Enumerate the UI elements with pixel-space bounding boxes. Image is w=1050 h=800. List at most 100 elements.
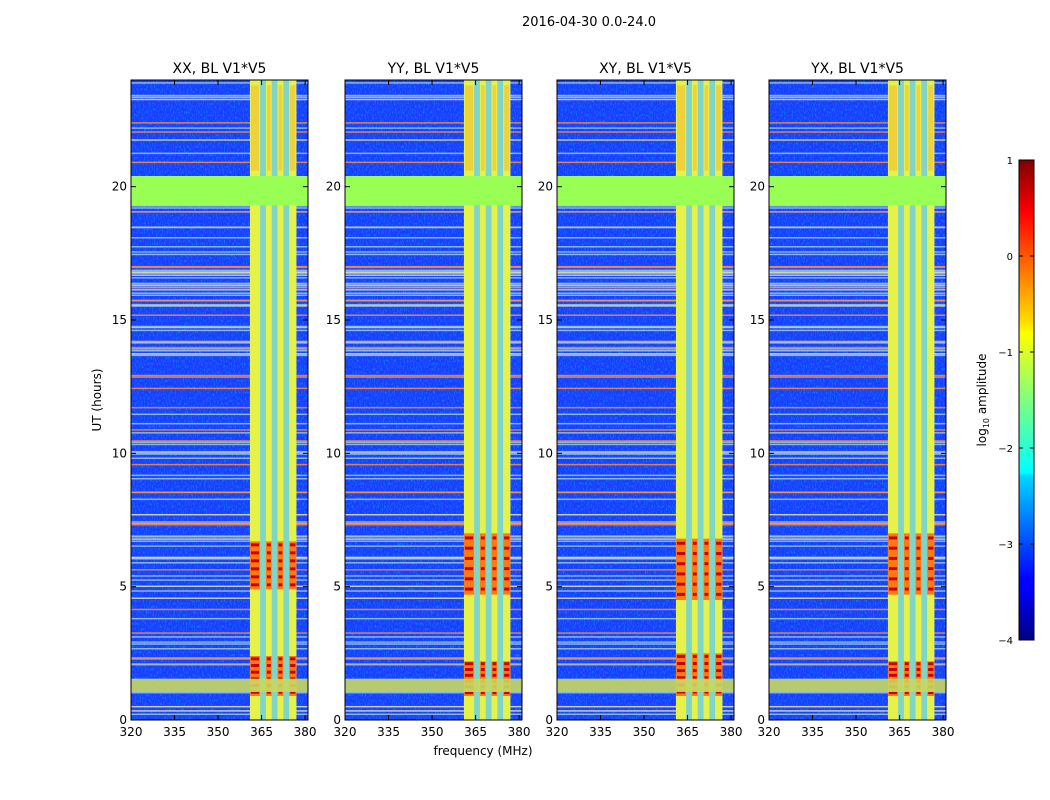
rfi-stripe — [769, 349, 946, 352]
rfi-stripe — [769, 451, 946, 454]
bright-spot — [480, 546, 485, 550]
rfi-stripe — [769, 429, 946, 431]
rfi-stripe — [769, 346, 946, 349]
bright-spot — [692, 592, 697, 596]
rfi-stripe — [345, 274, 522, 276]
rfi-stripe — [131, 286, 308, 288]
rfi-stripe — [557, 663, 734, 665]
rfi-stripe — [769, 374, 946, 377]
panel-title: YX, BL V1*V5 — [810, 61, 904, 77]
rfi-stripe — [131, 422, 308, 425]
bright-spot — [916, 691, 921, 695]
rfi-stripe — [769, 569, 946, 571]
panel-1: YY, BL V1*V5 320 335 350 365 380 0 5 10 15 20 — [326, 61, 531, 739]
bright-spot — [492, 691, 497, 695]
rfi-stripe — [131, 282, 308, 285]
rfi-stripe — [345, 265, 522, 268]
bright-spot — [704, 541, 709, 545]
rfi-stripe — [345, 643, 522, 645]
rfi-stripe — [345, 271, 522, 273]
bright-spot — [464, 556, 474, 560]
bright-spot — [704, 662, 709, 665]
rfi-stripe — [345, 325, 522, 328]
rfi-stripe — [557, 562, 734, 564]
bright-spot — [266, 670, 271, 674]
rfi-stripe — [131, 349, 308, 352]
rfi-stripe — [345, 277, 522, 279]
rfi-stripe — [769, 282, 946, 285]
bright-spot — [464, 577, 474, 581]
flagged-block — [345, 176, 522, 206]
rfi-stripe — [345, 513, 522, 516]
rfi-stripe — [557, 272, 734, 274]
bright-region — [503, 533, 511, 595]
rfi-stripe — [131, 325, 308, 328]
rfi-stripe — [131, 303, 308, 306]
band-upper — [464, 85, 474, 171]
bright-spot — [704, 654, 709, 658]
rfi-stripe — [557, 691, 734, 694]
rfi-stripe — [769, 152, 946, 155]
rfi-stripe — [557, 477, 734, 480]
rfi-stripe — [131, 413, 308, 416]
bright-spot — [480, 662, 485, 666]
bright-spot — [904, 546, 909, 550]
y-tick-label: 0 — [545, 713, 553, 727]
rfi-stripe — [557, 463, 734, 466]
y-tick-label: 0 — [333, 713, 341, 727]
bright-spot — [290, 657, 296, 661]
rfi-stripe — [557, 325, 734, 328]
rfi-stripe — [345, 286, 522, 288]
rfi-stripe — [557, 575, 734, 577]
rfi-stripe — [345, 152, 522, 155]
bright-spot — [716, 592, 722, 596]
rfi-stripe — [557, 354, 734, 357]
rfi-stripe — [557, 314, 734, 316]
rfi-stripe — [769, 342, 946, 344]
rfi-stripe — [345, 558, 522, 560]
bright-spot — [692, 654, 697, 658]
rfi-stripe — [769, 636, 946, 638]
rfi-stripe — [345, 658, 522, 660]
rfi-stripe — [345, 341, 522, 343]
bright-spot — [290, 690, 296, 694]
bright-spot — [916, 567, 921, 571]
rfi-stripe — [769, 299, 946, 302]
signal-subband — [249, 80, 261, 720]
bright-spot — [704, 669, 709, 673]
rfi-stripe — [557, 579, 734, 581]
rfi-stripe — [557, 498, 734, 501]
bright-spot — [464, 567, 474, 571]
rfi-stripe — [557, 387, 734, 390]
bright-spot — [716, 572, 722, 576]
rfi-stripe — [131, 342, 308, 344]
bright-region — [491, 661, 498, 696]
rfi-stripe — [769, 269, 946, 272]
bright-spot — [928, 567, 934, 571]
rfi-stripe — [769, 474, 946, 477]
y-tick-label: 15 — [112, 313, 127, 327]
y-tick-label: 10 — [326, 446, 341, 460]
bright-region — [691, 653, 698, 696]
x-tick-label: 365 — [676, 725, 699, 739]
rfi-stripe — [345, 562, 522, 564]
bright-spot — [888, 556, 898, 560]
x-tick-label: 320 — [758, 725, 781, 739]
bright-spot — [266, 559, 271, 563]
figure-suptitle: 2016-04-30 0.0-24.0 — [522, 15, 656, 30]
rfi-stripe — [769, 540, 946, 542]
bright-spot — [266, 575, 271, 579]
x-tick-label: 335 — [163, 725, 186, 739]
rfi-stripe — [557, 641, 734, 643]
rfi-stripe — [557, 535, 734, 537]
band-upper — [278, 85, 283, 171]
bright-spot — [290, 567, 296, 571]
signal-subband — [691, 80, 698, 720]
rfi-stripe — [769, 348, 946, 350]
signal-subband — [277, 80, 284, 720]
rfi-stripe — [769, 643, 946, 645]
rfi-stripe — [557, 443, 734, 446]
bright-spot — [480, 556, 485, 560]
rfi-stripe — [557, 440, 734, 442]
